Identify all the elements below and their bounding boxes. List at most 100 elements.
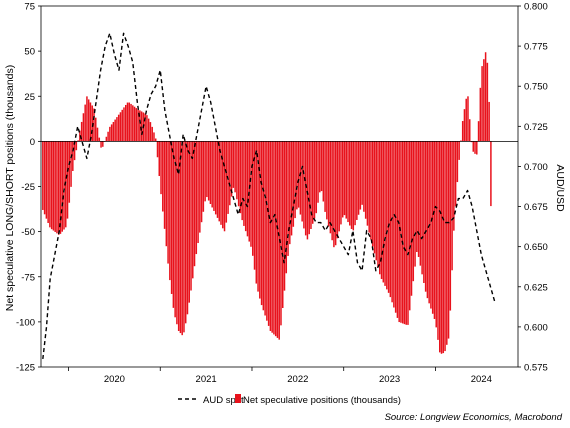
bar [248,141,250,242]
bar [68,141,71,203]
bar [186,141,189,315]
bar [95,117,97,142]
bar [179,141,182,334]
bar [465,98,467,142]
bar [220,141,222,225]
left-tick-label: -75 [21,272,35,283]
bar [317,141,319,203]
right-tick-label: 0.625 [524,282,548,293]
bar [366,141,369,226]
bar [43,141,46,215]
bar [472,141,475,152]
bar [125,104,127,142]
bar [349,141,351,226]
bar [467,96,469,142]
ticks-layer: 75 50 25 0 -25 -50 -75 -100 -125 0.800 0.775 0.750 0… [16,2,548,386]
bar [93,108,95,142]
bar [56,141,58,234]
bar [154,138,157,142]
bar [490,141,492,207]
bar [89,102,92,142]
left-tick-label: -125 [16,363,35,374]
bar [225,141,228,223]
bar [334,141,337,246]
bar [280,141,282,326]
bar [371,141,374,247]
bar [156,141,159,158]
left-tick-label: 50 [24,47,35,58]
bar [403,141,406,325]
bar [82,113,85,142]
bar [236,141,238,200]
bar [347,141,349,223]
source-note: Source: Longview Economics, Macrobond [385,412,563,423]
bar [356,141,358,220]
bar [243,141,245,226]
left-tick-label: 25 [24,92,35,103]
bar [269,141,272,331]
bar [336,141,339,239]
bar [292,141,295,227]
bar [114,119,116,142]
bar [70,141,72,187]
bar [174,141,176,318]
bar [260,141,263,306]
bar [146,115,148,142]
bar [276,141,279,338]
bar [192,141,194,279]
bar [481,66,483,142]
bar [183,141,185,333]
bar [428,141,430,304]
bar [47,141,49,223]
bar [204,141,206,202]
right-tick-label: 0.725 [524,122,548,133]
bar [386,141,388,290]
bar [375,141,377,261]
bar [246,141,249,237]
bar [439,141,441,353]
bar [250,141,252,247]
bar [266,141,268,321]
bar [444,141,446,352]
bar [211,141,213,208]
bar [410,141,413,296]
bar [382,141,385,283]
bar [389,141,392,298]
bar [486,62,489,142]
bar [331,141,333,241]
bar [86,96,88,142]
bar [311,141,314,224]
bar [393,141,395,308]
bar [223,141,226,232]
bar [391,141,393,303]
bar [364,141,367,219]
bar [454,141,457,207]
bar [313,141,316,219]
bar [287,141,289,256]
bar [181,141,183,336]
bars-layer [42,52,492,354]
legend-bar-swatch [235,394,241,403]
bar [107,131,109,142]
bar [294,141,296,219]
bar [396,141,399,318]
bar [202,141,205,212]
bar [244,141,247,232]
legend: AUD spot Net speculative positions (thou… [178,394,401,406]
bar [177,141,180,331]
bar [75,141,78,151]
bar [241,141,243,221]
bar [119,112,122,142]
bar [412,141,415,282]
bar [398,141,400,323]
right-axis-title: AUD/USD [554,164,566,212]
bar [426,141,429,299]
bar [237,141,240,207]
bar [417,141,420,257]
bar [165,141,168,247]
bar [430,141,432,309]
bar [135,108,138,142]
bar [57,141,60,235]
bar [105,136,108,142]
bar [387,141,390,293]
